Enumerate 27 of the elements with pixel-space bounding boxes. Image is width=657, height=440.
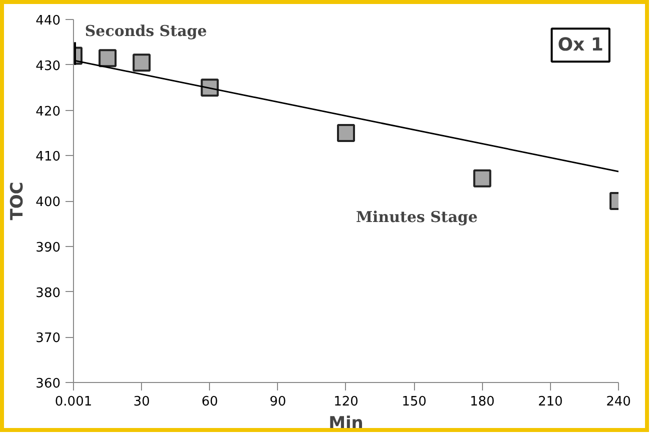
x-tick-label: 60: [201, 394, 218, 410]
x-tick-label: 150: [402, 394, 427, 410]
y-tick-label: 410: [36, 150, 61, 165]
y-tick-label: 420: [36, 104, 61, 120]
y-axis-title: TOC: [8, 182, 28, 220]
y-tick-label: 370: [36, 331, 61, 346]
y-tick-label: 360: [36, 376, 61, 392]
x-tick-label: 210: [538, 394, 563, 410]
y-tick-label: 430: [36, 58, 61, 74]
y-tick-label: 380: [36, 286, 61, 301]
point: [473, 169, 492, 188]
point: [132, 54, 151, 72]
point: [337, 124, 355, 142]
annotation: Ox 1: [558, 34, 604, 56]
x-tick-label: 0.001: [54, 394, 92, 410]
x-tick-label: 30: [133, 394, 150, 410]
x-tick-label: 240: [606, 394, 631, 410]
point: [98, 49, 117, 68]
y-tick-label: 390: [36, 240, 61, 256]
y-tick-label: 400: [36, 195, 61, 210]
annotation: Seconds Stage: [84, 22, 207, 40]
x-tick-label: 120: [334, 394, 358, 410]
y-tick-label: 440: [36, 14, 61, 28]
x-tick-label: 90: [270, 394, 286, 410]
x-tick-label: 180: [470, 394, 495, 410]
annotation: Minutes Stage: [356, 208, 478, 226]
point: [200, 78, 219, 97]
